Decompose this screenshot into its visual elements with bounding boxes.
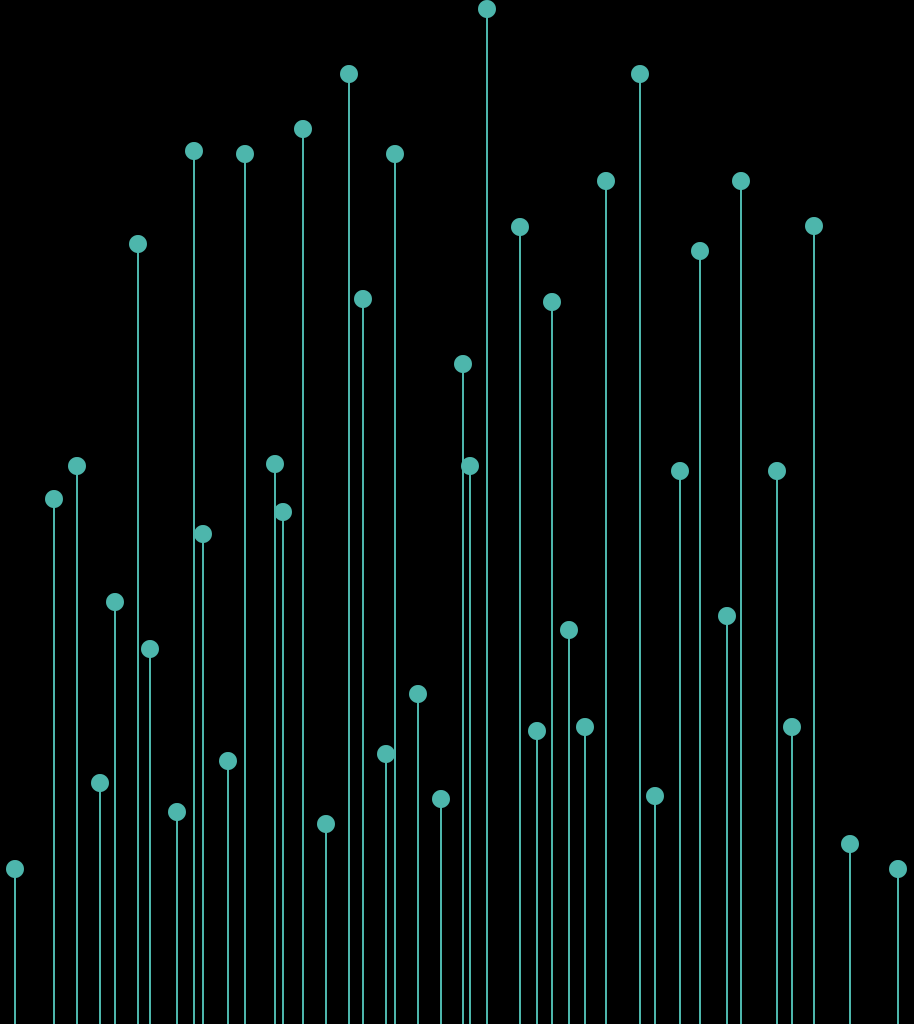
lollipop-dot — [386, 145, 404, 163]
lollipop-stem — [149, 649, 151, 1024]
lollipop-dot — [194, 525, 212, 543]
lollipop-stem — [114, 602, 116, 1024]
lollipop-stem — [726, 616, 728, 1024]
lollipop-dot — [691, 242, 709, 260]
lollipop-stem — [394, 154, 396, 1024]
lollipop-dot — [266, 455, 284, 473]
lollipop-dot — [461, 457, 479, 475]
lollipop-dot — [646, 787, 664, 805]
lollipop-dot — [432, 790, 450, 808]
lollipop-dot — [478, 0, 496, 18]
lollipop-dot — [129, 235, 147, 253]
lollipop-stem — [53, 499, 55, 1024]
lollipop-dot — [409, 685, 427, 703]
lollipop-dot — [889, 860, 907, 878]
lollipop-dot — [671, 462, 689, 480]
lollipop-stem — [699, 251, 701, 1024]
lollipop-chart — [0, 0, 914, 1024]
lollipop-stem — [99, 783, 101, 1024]
lollipop-dot — [597, 172, 615, 190]
lollipop-stem — [654, 796, 656, 1024]
lollipop-dot — [841, 835, 859, 853]
lollipop-dot — [274, 503, 292, 521]
lollipop-stem — [417, 694, 419, 1024]
lollipop-dot — [354, 290, 372, 308]
lollipop-stem — [325, 824, 327, 1024]
lollipop-stem — [362, 299, 364, 1024]
lollipop-stem — [639, 74, 641, 1024]
lollipop-stem — [244, 154, 246, 1024]
lollipop-stem — [849, 844, 851, 1024]
lollipop-dot — [317, 815, 335, 833]
lollipop-stem — [176, 812, 178, 1024]
lollipop-dot — [576, 718, 594, 736]
lollipop-stem — [897, 869, 899, 1024]
lollipop-dot — [168, 803, 186, 821]
lollipop-dot — [511, 218, 529, 236]
lollipop-dot — [768, 462, 786, 480]
lollipop-stem — [568, 630, 570, 1024]
lollipop-stem — [302, 129, 304, 1024]
lollipop-stem — [193, 151, 195, 1024]
lollipop-dot — [45, 490, 63, 508]
lollipop-dot — [185, 142, 203, 160]
lollipop-stem — [14, 869, 16, 1024]
lollipop-dot — [718, 607, 736, 625]
lollipop-stem — [740, 181, 742, 1024]
lollipop-dot — [6, 860, 24, 878]
lollipop-dot — [732, 172, 750, 190]
lollipop-stem — [274, 464, 276, 1024]
lollipop-stem — [813, 226, 815, 1024]
lollipop-dot — [631, 65, 649, 83]
lollipop-dot — [68, 457, 86, 475]
lollipop-stem — [202, 534, 204, 1024]
lollipop-stem — [440, 799, 442, 1024]
lollipop-dot — [219, 752, 237, 770]
lollipop-dot — [377, 745, 395, 763]
lollipop-stem — [469, 466, 471, 1024]
lollipop-dot — [783, 718, 801, 736]
lollipop-stem — [776, 471, 778, 1024]
lollipop-stem — [348, 74, 350, 1024]
lollipop-stem — [282, 512, 284, 1024]
lollipop-stem — [137, 244, 139, 1024]
lollipop-stem — [551, 302, 553, 1024]
lollipop-dot — [141, 640, 159, 658]
lollipop-stem — [385, 754, 387, 1024]
lollipop-stem — [76, 466, 78, 1024]
lollipop-stem — [791, 727, 793, 1024]
lollipop-dot — [528, 722, 546, 740]
lollipop-stem — [227, 761, 229, 1024]
lollipop-stem — [605, 181, 607, 1024]
lollipop-dot — [560, 621, 578, 639]
lollipop-dot — [91, 774, 109, 792]
lollipop-stem — [519, 227, 521, 1024]
lollipop-stem — [536, 731, 538, 1024]
lollipop-dot — [106, 593, 124, 611]
lollipop-stem — [486, 9, 488, 1024]
lollipop-dot — [236, 145, 254, 163]
lollipop-dot — [340, 65, 358, 83]
lollipop-stem — [679, 471, 681, 1024]
lollipop-dot — [294, 120, 312, 138]
lollipop-dot — [454, 355, 472, 373]
lollipop-dot — [805, 217, 823, 235]
lollipop-dot — [543, 293, 561, 311]
lollipop-stem — [584, 727, 586, 1024]
